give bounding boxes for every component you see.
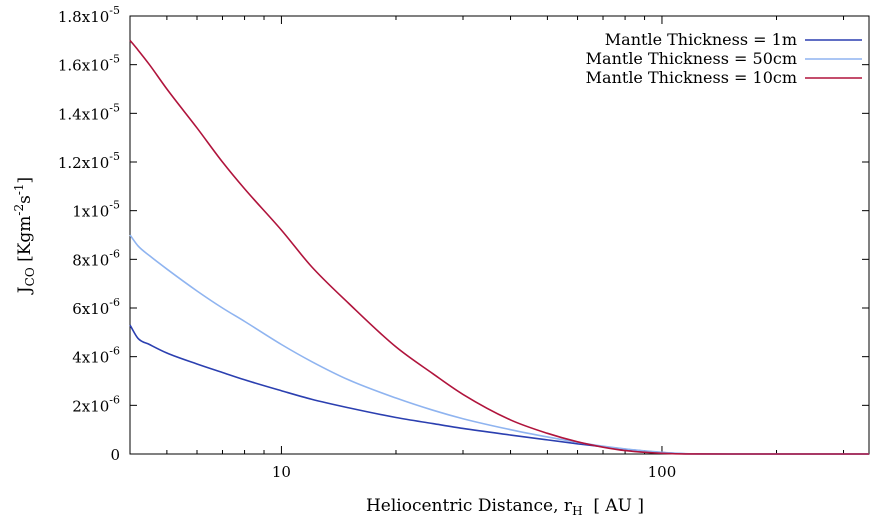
y-tick-exponent: -6 xyxy=(109,247,120,260)
y-tick-mantissa: 1.4x10 xyxy=(58,105,109,123)
y-tick-exponent: -5 xyxy=(109,101,120,114)
legend-label-3: Mantle Thickness = 10cm xyxy=(586,68,797,87)
y-axis-label-mid: [Kgm xyxy=(15,216,35,268)
y-tick-exponent: -5 xyxy=(109,53,120,66)
x-axis-label: Heliocentric Distance, rH [ AU ] xyxy=(366,496,644,518)
legend-label-1: Mantle Thickness = 1m xyxy=(605,30,797,49)
y-tick-label: 1.2x10-5 xyxy=(58,150,120,172)
y-tick-label: 2x10-6 xyxy=(72,393,120,415)
y-tick-exponent: -5 xyxy=(109,4,120,17)
y-tick-mantissa: 2x10 xyxy=(72,397,109,415)
y-tick-label: 1.8x10-5 xyxy=(58,4,120,26)
y-tick-mantissa: 1.8x10 xyxy=(58,8,109,26)
x-tick-label: 10 xyxy=(272,463,291,481)
y-tick-mantissa: 0 xyxy=(110,446,120,464)
y-tick-label: 1.4x10-5 xyxy=(58,101,120,123)
y-axis-label-tail: ] xyxy=(15,177,35,184)
y-tick-mantissa: 6x10 xyxy=(72,300,109,318)
y-axis-ticks: 02x10-64x10-66x10-68x10-61x10-51.2x10-51… xyxy=(58,4,869,464)
y-tick-label: 8x10-6 xyxy=(72,247,120,269)
series-line-2 xyxy=(129,234,869,455)
series-line-1 xyxy=(129,324,869,455)
y-axis-label: JCO [Kgm-2s-1] xyxy=(12,177,37,295)
series-lines xyxy=(129,39,869,455)
x-tick-label: 100 xyxy=(648,463,677,481)
y-axis-label-sup1: -2 xyxy=(12,204,26,216)
y-tick-label: 4x10-6 xyxy=(72,345,120,367)
y-tick-label: 1x10-5 xyxy=(72,199,120,221)
y-tick-label: 6x10-6 xyxy=(72,296,120,318)
y-tick-exponent: -5 xyxy=(109,150,120,163)
x-axis-label-sub: H xyxy=(572,504,582,518)
y-tick-exponent: -5 xyxy=(109,199,120,212)
series-line-3 xyxy=(129,39,869,455)
x-axis-label-tail: [ AU ] xyxy=(583,496,644,516)
y-axis-label-sub: CO xyxy=(23,267,37,286)
y-tick-mantissa: 1x10 xyxy=(72,203,109,221)
y-tick-label: 0 xyxy=(110,446,120,464)
y-axis-label-sup2: -1 xyxy=(12,183,26,195)
y-tick-exponent: -6 xyxy=(109,296,120,309)
y-tick-exponent: -6 xyxy=(109,345,120,358)
y-tick-mantissa: 1.2x10 xyxy=(58,154,109,172)
y-axis-label-main: J xyxy=(15,286,35,295)
y-tick-mantissa: 4x10 xyxy=(72,349,109,367)
y-axis-label-mid2: s xyxy=(15,195,35,204)
y-tick-exponent: -6 xyxy=(109,393,120,406)
y-tick-mantissa: 8x10 xyxy=(72,251,109,269)
y-tick-mantissa: 1.6x10 xyxy=(58,57,109,75)
x-axis-ticks: 10 100 xyxy=(129,16,845,481)
x-axis-label-main: Heliocentric Distance, r xyxy=(366,496,573,516)
y-tick-label: 1.6x10-5 xyxy=(58,53,120,75)
legend-label-2: Mantle Thickness = 50cm xyxy=(586,49,797,68)
